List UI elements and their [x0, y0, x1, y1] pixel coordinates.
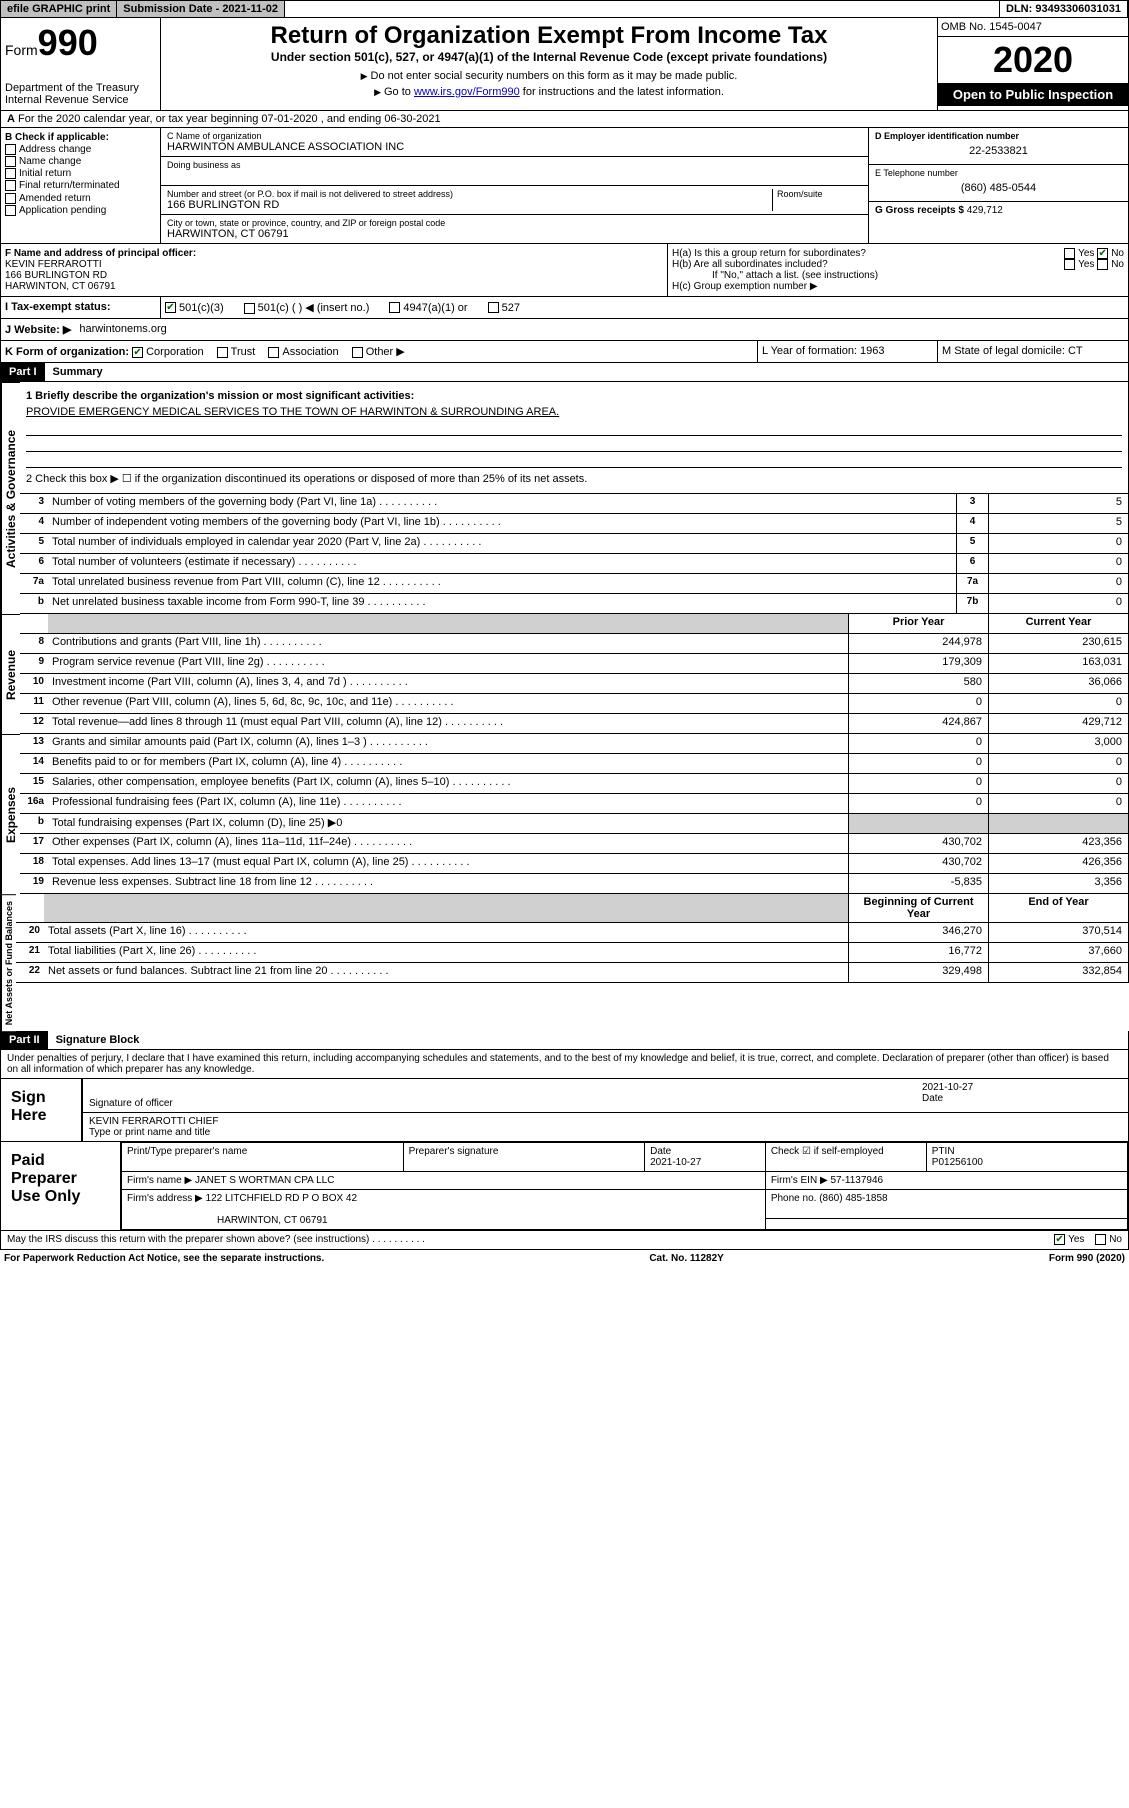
table-row: 22 Net assets or fund balances. Subtract… — [16, 963, 1129, 983]
top-bar: efile GRAPHIC print Submission Date - 20… — [0, 0, 1129, 18]
revenue-table: Revenue Prior Year Current Year 8 Contri… — [0, 614, 1129, 734]
row-i: I Tax-exempt status: 501(c)(3) 501(c) ( … — [0, 297, 1129, 319]
part2-header: Part IISignature Block — [0, 1031, 1129, 1050]
box-f-h: F Name and address of principal officer:… — [0, 244, 1129, 297]
open-to-public: Open to Public Inspection — [938, 83, 1128, 106]
page-footer: For Paperwork Reduction Act Notice, see … — [0, 1250, 1129, 1267]
form-subtitle: Under section 501(c), 527, or 4947(a)(1)… — [165, 50, 933, 64]
box-d-e-g: D Employer identification number22-25338… — [868, 128, 1128, 243]
submission-date: Submission Date - 2021-11-02 — [117, 1, 285, 17]
table-row: 3 Number of voting members of the govern… — [20, 494, 1129, 514]
row-k-l-m: K Form of organization: Corporation Trus… — [0, 341, 1129, 363]
table-row: 6 Total number of volunteers (estimate i… — [20, 554, 1129, 574]
table-row: 10 Investment income (Part VIII, column … — [20, 674, 1129, 694]
table-row: 21 Total liabilities (Part X, line 26) 1… — [16, 943, 1129, 963]
sign-here: Sign Here Signature of officer2021-10-27… — [0, 1079, 1129, 1142]
table-row: 7a Total unrelated business revenue from… — [20, 574, 1129, 594]
table-row: 15 Salaries, other compensation, employe… — [20, 774, 1129, 794]
tax-year: 2020 — [938, 37, 1128, 83]
vlabel-revenue: Revenue — [1, 614, 20, 734]
instruction-ssn: Do not enter social security numbers on … — [165, 70, 933, 82]
box-b: B Check if applicable: Address change Na… — [1, 128, 161, 243]
table-row: 16a Professional fundraising fees (Part … — [20, 794, 1129, 814]
table-row: b Net unrelated business taxable income … — [20, 594, 1129, 614]
irs-link[interactable]: www.irs.gov/Form990 — [414, 86, 520, 98]
vlabel-netassets: Net Assets or Fund Balances — [1, 894, 16, 1031]
form-header: Form990 Department of the Treasury Inter… — [0, 18, 1129, 111]
topbar-spacer — [285, 1, 1000, 17]
table-row: 11 Other revenue (Part VIII, column (A),… — [20, 694, 1129, 714]
form-title: Return of Organization Exempt From Incom… — [165, 22, 933, 50]
table-row: 13 Grants and similar amounts paid (Part… — [20, 734, 1129, 754]
paid-preparer: Paid Preparer Use Only Print/Type prepar… — [0, 1142, 1129, 1231]
table-row: 20 Total assets (Part X, line 16) 346,27… — [16, 923, 1129, 943]
efile-button[interactable]: efile GRAPHIC print — [1, 1, 117, 17]
box-c: C Name of organizationHARWINTON AMBULANC… — [161, 128, 868, 243]
dln: DLN: 93493306031031 — [1000, 1, 1128, 17]
form-number: 990 — [38, 22, 98, 63]
vlabel-expenses: Expenses — [1, 734, 20, 894]
table-row: 8 Contributions and grants (Part VIII, l… — [20, 634, 1129, 654]
section-a: A For the 2020 calendar year, or tax yea… — [0, 111, 1129, 128]
irs-discuss: May the IRS discuss this return with the… — [0, 1231, 1129, 1249]
omb-number: OMB No. 1545-0047 — [938, 18, 1128, 37]
vlabel-governance: Activities & Governance — [1, 382, 20, 614]
table-row: 19 Revenue less expenses. Subtract line … — [20, 874, 1129, 894]
block-b-c-d: B Check if applicable: Address change Na… — [0, 128, 1129, 244]
perjury-statement: Under penalties of perjury, I declare th… — [0, 1050, 1129, 1079]
row-j: J Website: ▶ harwintonems.org — [0, 319, 1129, 341]
summary-table: Activities & Governance 1 Briefly descri… — [0, 382, 1129, 614]
part1-header: Part ISummary — [0, 363, 1129, 382]
dept-treasury: Department of the Treasury Internal Reve… — [5, 82, 156, 106]
table-row: 12 Total revenue—add lines 8 through 11 … — [20, 714, 1129, 734]
instruction-goto: Go to www.irs.gov/Form990 for instructio… — [165, 86, 933, 98]
table-row: 18 Total expenses. Add lines 13–17 (must… — [20, 854, 1129, 874]
table-row: 9 Program service revenue (Part VIII, li… — [20, 654, 1129, 674]
table-row: 5 Total number of individuals employed i… — [20, 534, 1129, 554]
expense-table: Expenses 13 Grants and similar amounts p… — [0, 734, 1129, 894]
table-row: 4 Number of independent voting members o… — [20, 514, 1129, 534]
netassets-table: Net Assets or Fund Balances Beginning of… — [0, 894, 1129, 1031]
form-word: Form — [5, 42, 38, 58]
table-row: b Total fundraising expenses (Part IX, c… — [20, 814, 1129, 834]
table-row: 14 Benefits paid to or for members (Part… — [20, 754, 1129, 774]
table-row: 17 Other expenses (Part IX, column (A), … — [20, 834, 1129, 854]
